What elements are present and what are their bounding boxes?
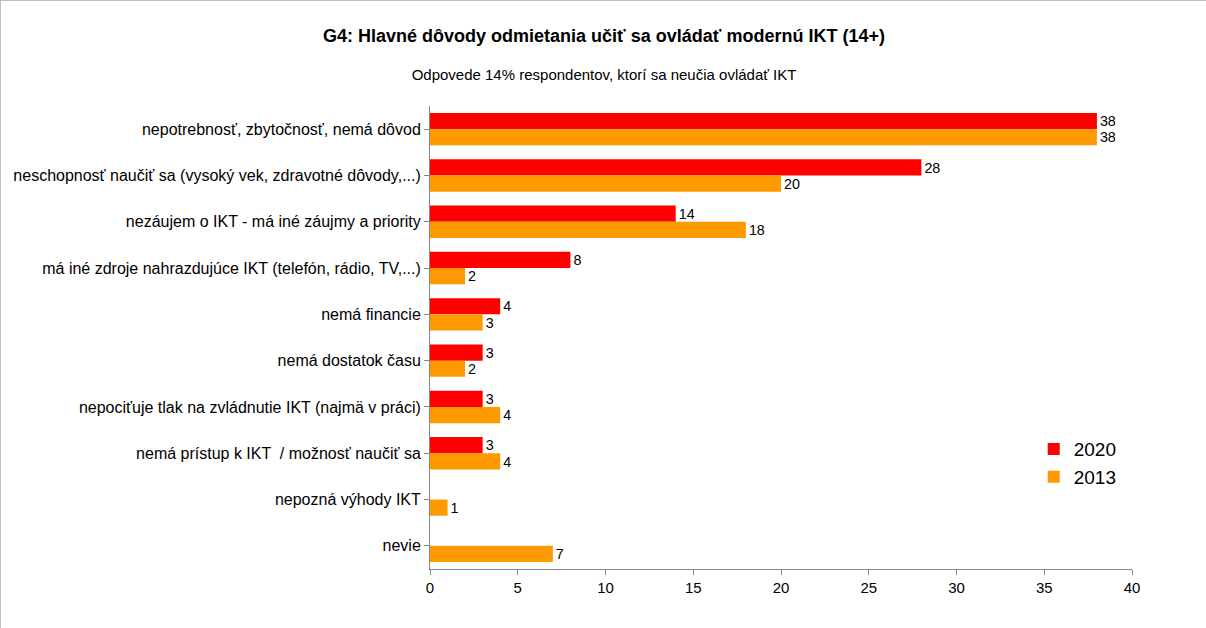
svg-text:38: 38 <box>1100 113 1116 129</box>
svg-text:15: 15 <box>685 579 702 596</box>
svg-text:3: 3 <box>486 345 494 361</box>
svg-text:4: 4 <box>503 298 511 314</box>
svg-text:má iné zdroje nahrazdujúce IKT: má iné zdroje nahrazdujúce IKT (telefón,… <box>42 260 421 277</box>
svg-text:8: 8 <box>573 252 581 268</box>
svg-text:nepozná výhody IKT: nepozná výhody IKT <box>275 491 421 508</box>
svg-text:Odpovede 14% respondentov, kto: Odpovede 14% respondentov, ktorí sa neuč… <box>412 66 797 83</box>
svg-text:nemá prístup k IKT / možnosť: nemá prístup k IKT / možnosť naučiť sa <box>136 445 421 462</box>
svg-text:neschopnosť naučiť sa (vysoký: neschopnosť naučiť sa (vysoký vek, zdrav… <box>13 167 420 184</box>
svg-text:30: 30 <box>948 579 965 596</box>
svg-text:3: 3 <box>486 391 494 407</box>
svg-text:10: 10 <box>597 579 614 596</box>
svg-text:4: 4 <box>503 454 511 470</box>
svg-text:2013: 2013 <box>1074 467 1116 488</box>
svg-text:0: 0 <box>426 579 434 596</box>
svg-text:5: 5 <box>514 579 522 596</box>
svg-text:3: 3 <box>486 315 494 331</box>
svg-text:20: 20 <box>784 176 800 192</box>
svg-text:1: 1 <box>451 500 459 516</box>
svg-text:G4: Hlavné dôvody odmietania u: G4: Hlavné dôvody odmietania učiť sa ovl… <box>323 26 885 46</box>
svg-text:7: 7 <box>556 546 564 562</box>
svg-text:2: 2 <box>468 361 476 377</box>
svg-text:35: 35 <box>1036 579 1053 596</box>
svg-text:nevie: nevie <box>383 537 421 554</box>
svg-text:14: 14 <box>679 206 695 222</box>
svg-text:nemá financie: nemá financie <box>321 306 421 323</box>
svg-text:2: 2 <box>468 268 476 284</box>
svg-text:40: 40 <box>1124 579 1141 596</box>
svg-text:nemá dostatok času: nemá dostatok času <box>278 352 421 369</box>
svg-text:nepociťuje tlak na zvládnutie: nepociťuje tlak na zvládnutie IKT (najmä… <box>79 399 421 416</box>
svg-text:38: 38 <box>1100 129 1116 145</box>
svg-text:20: 20 <box>773 579 790 596</box>
svg-text:nepotrebnosť, zbytočnosť, nemá: nepotrebnosť, zbytočnosť, nemá dôvod <box>142 121 421 138</box>
svg-text:2020: 2020 <box>1074 439 1116 460</box>
svg-text:28: 28 <box>924 160 940 176</box>
svg-text:4: 4 <box>503 407 511 423</box>
svg-text:25: 25 <box>860 579 877 596</box>
svg-text:nezáujem o IKT - má iné záujmy: nezáujem o IKT - má iné záujmy a priorit… <box>126 213 421 230</box>
svg-text:18: 18 <box>749 222 765 238</box>
svg-text:3: 3 <box>486 437 494 453</box>
